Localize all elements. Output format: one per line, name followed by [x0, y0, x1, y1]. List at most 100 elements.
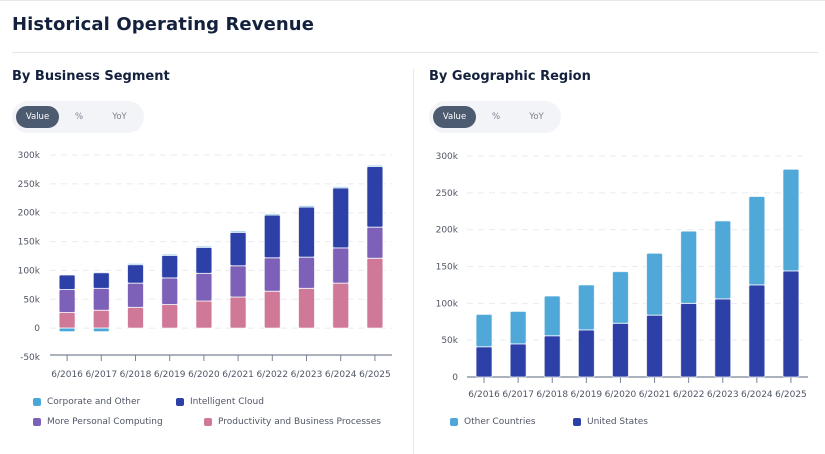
x-tick-label: 6/2020 [605, 390, 637, 400]
legend-label: Corporate and Other [47, 397, 141, 407]
legend-swatch-icon [176, 398, 184, 406]
bar-segment-intelligent-cloud [92, 272, 110, 289]
bar-segment-united-states [577, 329, 595, 378]
bar-segment-corporate-and-other [195, 245, 213, 248]
y-tick-label: 0 [452, 373, 458, 383]
bar-segment-corporate-and-other [366, 164, 384, 168]
bar-segment-united-states [475, 346, 493, 378]
legend-swatch-icon [33, 398, 41, 406]
y-tick-label: -50k [20, 353, 41, 363]
y-tick-label: 200k [436, 226, 459, 236]
bar-segment-other-countries [748, 196, 766, 286]
bar-segment-united-states [509, 343, 527, 378]
x-tick-label: 6/2022 [256, 370, 288, 380]
y-tick-label: 50k [441, 336, 458, 346]
business-segment-toggle: Value % YoY [12, 101, 144, 133]
toggle-value[interactable]: Value [16, 106, 59, 128]
bar-segment-intelligent-cloud [127, 264, 144, 284]
bar-segment-corporate-and-other [92, 327, 110, 333]
legend-swatch-icon [204, 418, 212, 426]
bar-segment-productivity-and-business-processes [298, 287, 315, 329]
y-tick-label: 50k [23, 295, 40, 305]
bar-segment-intelligent-cloud [161, 254, 179, 279]
bar-segment-corporate-and-other [229, 230, 247, 233]
bar-segment-more-personal-computing [298, 256, 315, 289]
bar-segment-intelligent-cloud [263, 214, 281, 259]
panel-divider [413, 69, 414, 454]
bar-segment-intelligent-cloud [195, 246, 213, 274]
bar-segment-more-personal-computing [127, 282, 144, 308]
toggle-yoy[interactable]: YoY [112, 112, 127, 122]
x-tick-label: 6/2024 [741, 390, 773, 400]
x-tick-label: 6/2024 [325, 370, 357, 380]
bar-segment-productivity-and-business-processes [229, 296, 247, 329]
y-tick-label: 300k [18, 151, 41, 161]
bar-segment-more-personal-computing [195, 272, 213, 302]
bar-segment-united-states [782, 270, 800, 378]
y-tick-label: 100k [18, 266, 41, 276]
x-tick-label: 6/2025 [359, 370, 391, 380]
legend-label: Productivity and Business Processes [218, 417, 381, 427]
bar-segment-united-states [680, 302, 698, 378]
bar-segment-intelligent-cloud [229, 231, 247, 267]
y-tick-label: 150k [18, 238, 41, 248]
bar-segment-productivity-and-business-processes [92, 309, 110, 329]
legend-item-intelligent-cloud[interactable]: Intelligent Cloud [176, 397, 264, 407]
bar-segment-other-countries [577, 284, 595, 331]
legend-item-more-personal-computing[interactable]: More Personal Computing [33, 417, 163, 427]
bar-segment-more-personal-computing [332, 247, 350, 284]
bar-segment-other-countries [680, 230, 698, 304]
bar-segment-more-personal-computing [58, 288, 76, 314]
toggle-percent[interactable]: % [74, 112, 84, 122]
y-tick-label: 250k [436, 189, 459, 199]
bar-segment-productivity-and-business-processes [332, 282, 350, 329]
bar-segment-united-states [714, 298, 732, 378]
bar-segment-intelligent-cloud [366, 166, 384, 228]
bar-segment-united-states [748, 284, 766, 378]
page-title: Historical Operating Revenue [12, 14, 315, 35]
x-tick-label: 6/2018 [536, 390, 568, 400]
toggle-yoy[interactable]: YoY [529, 112, 544, 122]
legend-item-other-countries[interactable]: Other Countries [450, 417, 536, 427]
x-tick-label: 6/2016 [468, 390, 500, 400]
bar-segment-other-countries [646, 252, 664, 316]
legend-label: United States [587, 417, 648, 427]
bar-segment-intelligent-cloud [298, 206, 315, 258]
x-tick-label: 6/2016 [51, 370, 83, 380]
y-tick-label: 0 [34, 324, 40, 334]
legend-item-united-states[interactable]: United States [573, 417, 648, 427]
bar-segment-more-personal-computing [92, 287, 110, 311]
legend-label: More Personal Computing [47, 417, 163, 427]
bar-segment-more-personal-computing [366, 226, 384, 259]
legend-label: Intelligent Cloud [190, 397, 264, 407]
geographic-region-title: By Geographic Region [429, 69, 591, 84]
legend-swatch-icon [450, 418, 458, 426]
bar-segment-productivity-and-business-processes [366, 257, 384, 329]
x-tick-label: 6/2019 [154, 370, 186, 380]
toggle-percent[interactable]: % [491, 112, 501, 122]
x-tick-label: 6/2018 [120, 370, 152, 380]
bar-segment-other-countries [611, 271, 629, 324]
geographic-region-toggle: Value % YoY [429, 101, 561, 133]
bar-segment-corporate-and-other [332, 186, 350, 189]
y-tick-label: 300k [436, 152, 459, 162]
bar-segment-corporate-and-other [58, 327, 76, 333]
legend-item-productivity-and-business-processes[interactable]: Productivity and Business Processes [204, 417, 381, 427]
x-tick-label: 6/2021 [639, 390, 671, 400]
bar-segment-other-countries [543, 295, 561, 337]
legend-swatch-icon [573, 418, 581, 426]
x-tick-label: 6/2019 [571, 390, 603, 400]
bar-segment-united-states [543, 335, 561, 378]
bar-segment-intelligent-cloud [332, 187, 350, 249]
y-tick-label: 100k [436, 299, 459, 309]
bar-segment-productivity-and-business-processes [58, 312, 76, 329]
legend-item-corporate-and-other[interactable]: Corporate and Other [33, 397, 140, 407]
bar-segment-corporate-and-other [161, 253, 179, 256]
bar-segment-more-personal-computing [263, 257, 281, 292]
business-segment-title: By Business Segment [12, 69, 170, 84]
x-tick-label: 6/2020 [188, 370, 220, 380]
bar-segment-other-countries [509, 310, 527, 345]
bar-segment-other-countries [714, 220, 732, 300]
toggle-value[interactable]: Value [433, 106, 476, 128]
